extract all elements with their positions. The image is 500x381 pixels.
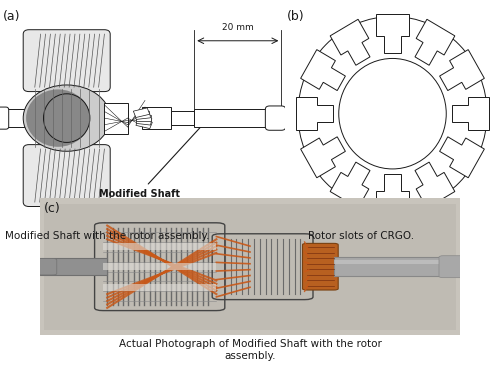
Polygon shape bbox=[300, 137, 346, 178]
FancyBboxPatch shape bbox=[36, 258, 57, 275]
Ellipse shape bbox=[26, 90, 90, 147]
Bar bbox=[142, 107, 171, 129]
FancyBboxPatch shape bbox=[266, 106, 285, 130]
FancyBboxPatch shape bbox=[439, 256, 464, 278]
Bar bbox=[3, 109, 29, 127]
Bar bbox=[136, 117, 152, 125]
Bar bbox=[40, 258, 107, 275]
Polygon shape bbox=[440, 137, 484, 178]
Text: Rotor slots of CRGO.: Rotor slots of CRGO. bbox=[308, 231, 414, 240]
Bar bbox=[103, 284, 216, 291]
Bar bbox=[136, 119, 152, 129]
Text: 20 mm: 20 mm bbox=[222, 23, 254, 32]
Polygon shape bbox=[376, 14, 408, 53]
Text: (b): (b) bbox=[287, 10, 305, 23]
Polygon shape bbox=[415, 19, 455, 65]
Bar bbox=[136, 115, 151, 122]
Polygon shape bbox=[376, 174, 408, 213]
Bar bbox=[334, 260, 460, 264]
Bar bbox=[171, 112, 194, 125]
Bar bbox=[194, 109, 282, 127]
Text: (c): (c) bbox=[44, 202, 61, 215]
Text: (a): (a) bbox=[3, 10, 20, 23]
Text: Modified Shaft: Modified Shaft bbox=[98, 121, 206, 199]
FancyBboxPatch shape bbox=[302, 243, 338, 290]
Text: Modified Shaft with the rotor assembly.: Modified Shaft with the rotor assembly. bbox=[5, 231, 210, 240]
Circle shape bbox=[298, 16, 487, 211]
Bar bbox=[104, 102, 128, 134]
Text: Actual Photograph of Modified Shaft with the rotor
assembly.: Actual Photograph of Modified Shaft with… bbox=[118, 339, 382, 361]
Polygon shape bbox=[330, 19, 370, 65]
Bar bbox=[103, 243, 216, 250]
FancyBboxPatch shape bbox=[0, 107, 8, 129]
Polygon shape bbox=[440, 50, 484, 91]
Polygon shape bbox=[296, 97, 334, 130]
Circle shape bbox=[339, 58, 446, 169]
FancyBboxPatch shape bbox=[23, 145, 110, 207]
Polygon shape bbox=[415, 162, 455, 208]
FancyBboxPatch shape bbox=[23, 30, 110, 91]
Ellipse shape bbox=[23, 85, 110, 151]
Bar bbox=[134, 108, 150, 117]
Polygon shape bbox=[330, 162, 370, 208]
Bar bbox=[103, 263, 216, 270]
Bar bbox=[334, 257, 460, 276]
Polygon shape bbox=[300, 50, 346, 91]
Bar bbox=[135, 111, 150, 119]
Polygon shape bbox=[452, 97, 489, 130]
Ellipse shape bbox=[44, 94, 90, 142]
